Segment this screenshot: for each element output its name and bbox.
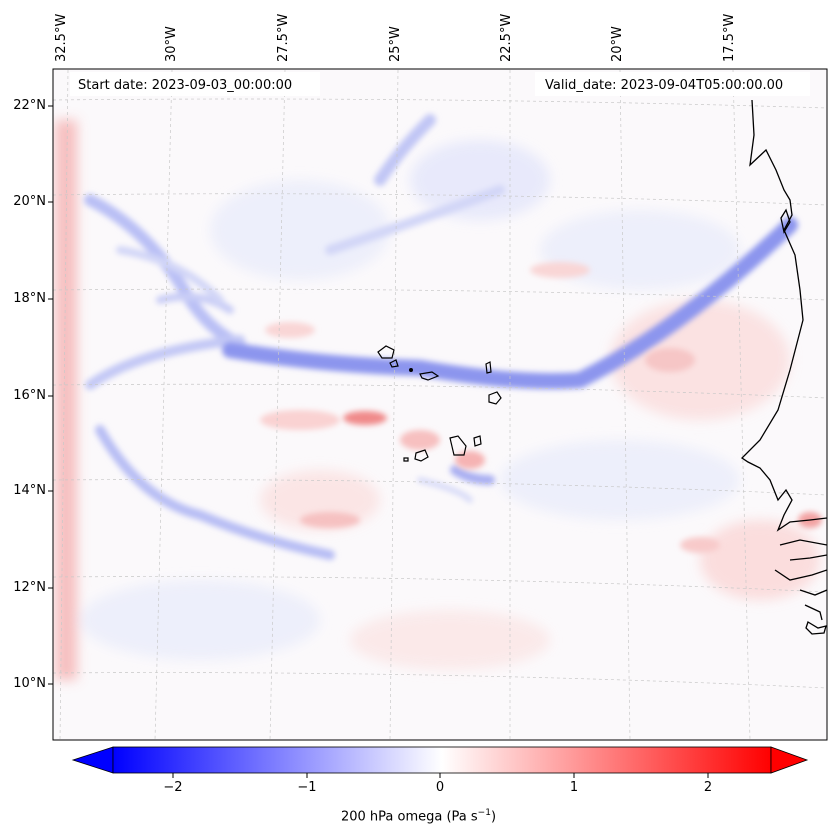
colorbar-title: 200 hPa omega (Pa s−1): [0, 808, 837, 824]
lat-label-10n: 10°N: [13, 676, 46, 691]
lon-label-30w: 30°W: [164, 26, 179, 62]
coastline: [740, 99, 827, 635]
omega-field: [53, 69, 827, 740]
valid-date-box: [535, 72, 810, 96]
colorbar-title-main: 200 hPa omega (Pa s: [340, 809, 478, 825]
colorbar: [71, 746, 809, 778]
colorbar-tick-label: −1: [297, 780, 317, 795]
lon-label-17-5w: 17.5°W: [722, 13, 737, 62]
lon-label-22-5w: 22.5°W: [499, 13, 514, 62]
lat-label-12n: 12°N: [13, 580, 46, 595]
colorbar-extend-min: [71, 746, 114, 774]
lon-label-25w: 25°W: [388, 26, 403, 62]
colorbar-tick-label: 2: [703, 780, 713, 795]
lat-ticks: [48, 105, 53, 685]
cape-verde-islands: [377, 345, 502, 462]
colorbar-title-unit-exponent: −1: [477, 808, 491, 818]
colorbar-tick-label: −2: [163, 780, 183, 795]
valid-date-label: Valid_date: 2023-09-04T05:00:00.00: [545, 78, 784, 93]
lat-label-22n: 22°N: [13, 98, 46, 113]
colorbar-tick-label: 0: [435, 780, 445, 795]
colorbar-extend-max: [770, 746, 809, 774]
lat-label-16n: 16°N: [13, 388, 46, 403]
colorbar-title-close: ): [490, 809, 497, 825]
colorbar-tick-label: 1: [569, 780, 579, 795]
lon-label-20w: 20°W: [610, 26, 625, 62]
lat-label-20n: 20°N: [13, 194, 46, 209]
map-gridlines: [53, 69, 827, 740]
lon-label-27-5w: 27.5°W: [276, 13, 291, 62]
start-date-box: [70, 72, 320, 96]
colorbar-gradient: [112, 746, 772, 774]
lat-label-14n: 14°N: [13, 483, 46, 498]
lat-label-18n: 18°N: [13, 291, 46, 306]
start-date-label: Start date: 2023-09-03_00:00:00: [78, 78, 293, 93]
lon-label-32-5w: 32.5°W: [54, 13, 69, 62]
map-frame: [52, 68, 828, 741]
west-edge-positive-band: [55, 120, 77, 680]
